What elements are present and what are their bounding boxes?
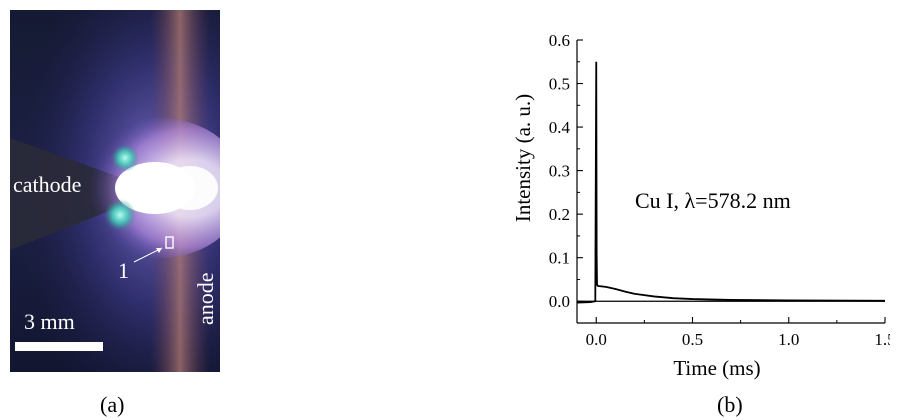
- scale-bar: [15, 342, 103, 351]
- chart-marks: [576, 61, 886, 304]
- discharge-photo: cathode 1 3 mm anode: [10, 10, 220, 372]
- x-tick-label: 0.0: [586, 330, 607, 349]
- y-tick-label: 0.6: [549, 31, 570, 50]
- x-tick-label: 1.0: [778, 330, 799, 349]
- y-tick-label: 0.2: [549, 205, 570, 224]
- y-tick-label: 0.1: [549, 249, 570, 268]
- cathode-label: cathode: [13, 172, 81, 197]
- panel-b-label: (b): [717, 392, 743, 417]
- scale-bar-label: 3 mm: [24, 309, 75, 334]
- intensity-chart: 0.0 0.5 1.0 1.5 0.0 0.1 0.2 0.3 0.4 0.5 0.6 Time …: [511, 31, 890, 380]
- x-tick-label: 1.5: [874, 330, 890, 349]
- anode-label: anode: [193, 272, 218, 325]
- x-ticks: 0.0 0.5 1.0 1.5: [586, 317, 890, 349]
- y-ticks: 0.0 0.1 0.2 0.3 0.4 0.5 0.6: [549, 31, 583, 311]
- cathode-shape: [10, 138, 122, 250]
- intensity-series-line: [576, 61, 886, 304]
- y-tick-label: 0.4: [549, 118, 571, 137]
- point-label: 1: [118, 258, 129, 283]
- x-tick-label: 0.5: [682, 330, 703, 349]
- point-1-marker: [165, 236, 174, 249]
- y-tick-label: 0.0: [549, 292, 570, 311]
- y-axis-title: Intensity (a. u.): [511, 94, 535, 222]
- y-tick-label: 0.5: [549, 75, 570, 94]
- panel-a-label: (a): [100, 392, 125, 417]
- chart-axes: [576, 40, 885, 324]
- y-tick-label: 0.3: [549, 162, 570, 181]
- chart-annotation: Cu I, λ=578.2 nm: [635, 188, 791, 213]
- x-axis-title: Time (ms): [673, 356, 760, 380]
